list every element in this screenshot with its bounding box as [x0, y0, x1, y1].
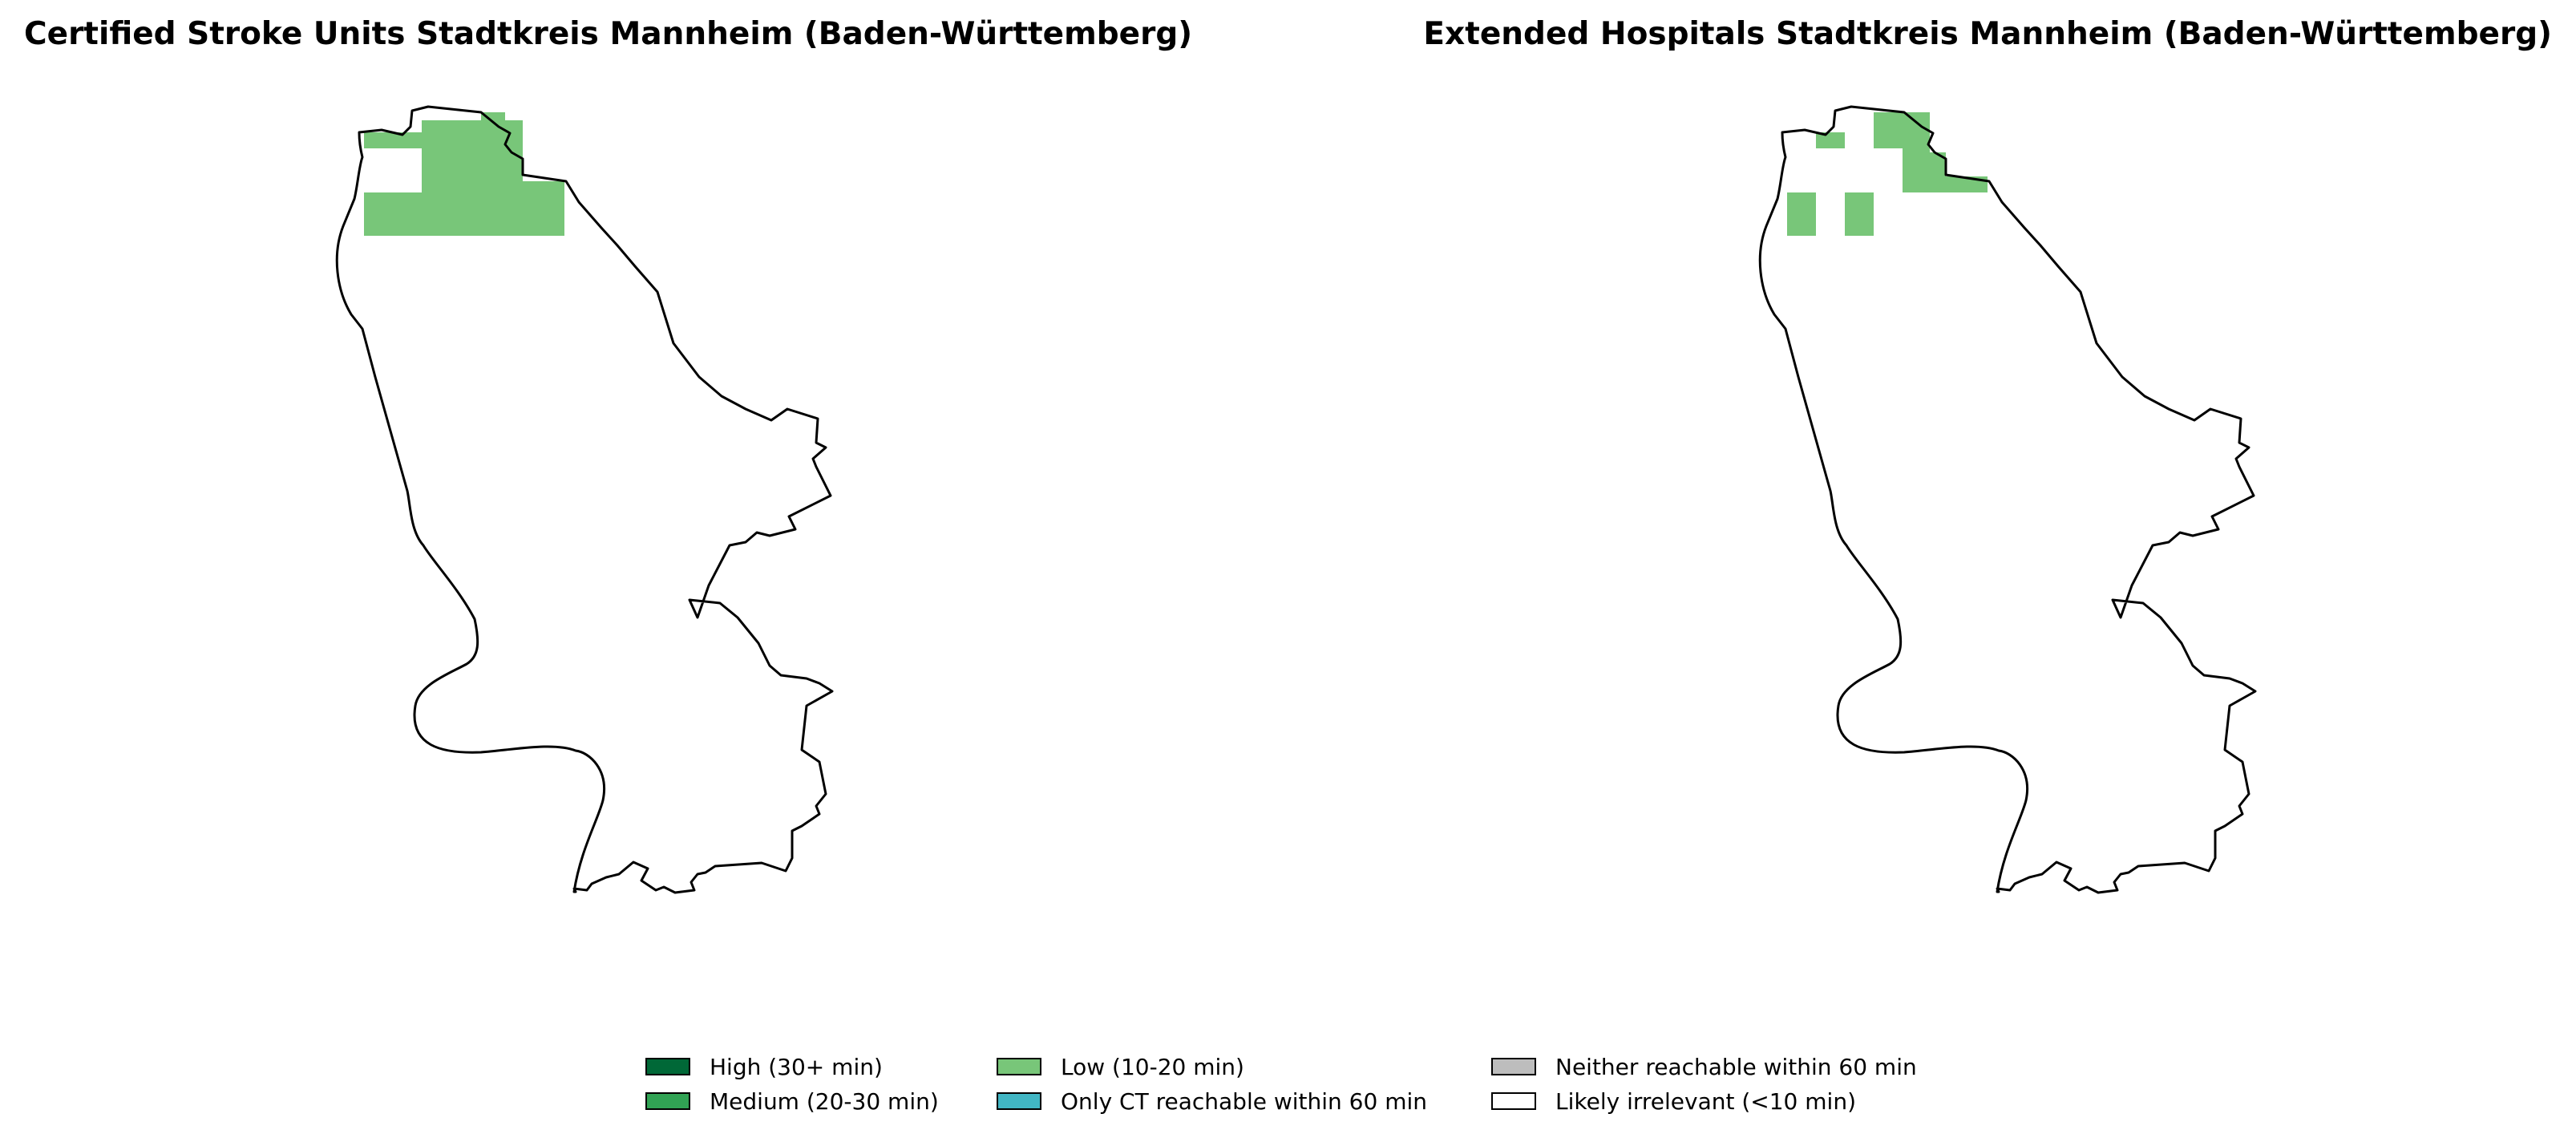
legend-swatch-neither: [1491, 1058, 1536, 1075]
legend-item-medium: Medium (20-30 min): [645, 1085, 939, 1117]
grid-cell-low: [1845, 192, 1874, 236]
map-legend: High (30+ min) Medium (20-30 min) Low (1…: [645, 1051, 1960, 1131]
legend-item-irrelevant: Likely irrelevant (<10 min): [1491, 1085, 1856, 1117]
legend-label-neither: Neither reachable within 60 min: [1555, 1053, 1917, 1080]
legend-swatch-irrelevant: [1491, 1092, 1536, 1110]
grid-cell-low: [422, 120, 523, 192]
grid-cell-low: [1787, 192, 1816, 236]
legend-item-high: High (30+ min): [645, 1051, 883, 1083]
grid-cell-low: [364, 132, 422, 148]
right-map-title: Extended Hospitals Stadtkreis Mannheim (…: [1423, 16, 2552, 52]
left-map-cells: [364, 112, 564, 236]
legend-label-high: High (30+ min): [710, 1053, 883, 1080]
district-boundary: [1758, 105, 2257, 894]
left-map: [335, 105, 834, 894]
grid-cell-irrelevant: [364, 148, 422, 192]
legend-swatch-ct-only: [997, 1092, 1041, 1110]
right-map: [1758, 105, 2257, 894]
grid-cell-low: [1930, 152, 1946, 192]
legend-label-medium: Medium (20-30 min): [710, 1087, 939, 1115]
left-map-title: Certified Stroke Units Stadtkreis Mannhe…: [24, 16, 1193, 52]
legend-label-ct-only: Only CT reachable within 60 min: [1061, 1087, 1428, 1115]
legend-label-irrelevant: Likely irrelevant (<10 min): [1555, 1087, 1856, 1115]
grid-cell-low: [1816, 132, 1845, 148]
grid-cell-low: [523, 181, 564, 192]
legend-swatch-medium: [645, 1092, 690, 1110]
grid-cell-low: [364, 192, 564, 236]
grid-cell-low: [1903, 112, 1930, 192]
legend-item-neither: Neither reachable within 60 min: [1491, 1051, 1917, 1083]
grid-cell-low: [481, 112, 505, 124]
legend-item-ct-only: Only CT reachable within 60 min: [997, 1085, 1427, 1117]
grid-cell-low: [1874, 112, 1903, 148]
legend-swatch-low: [997, 1058, 1041, 1075]
legend-item-low: Low (10-20 min): [997, 1051, 1244, 1083]
right-map-cells: [1787, 112, 1988, 236]
legend-label-low: Low (10-20 min): [1061, 1053, 1244, 1080]
legend-swatch-high: [645, 1058, 690, 1075]
